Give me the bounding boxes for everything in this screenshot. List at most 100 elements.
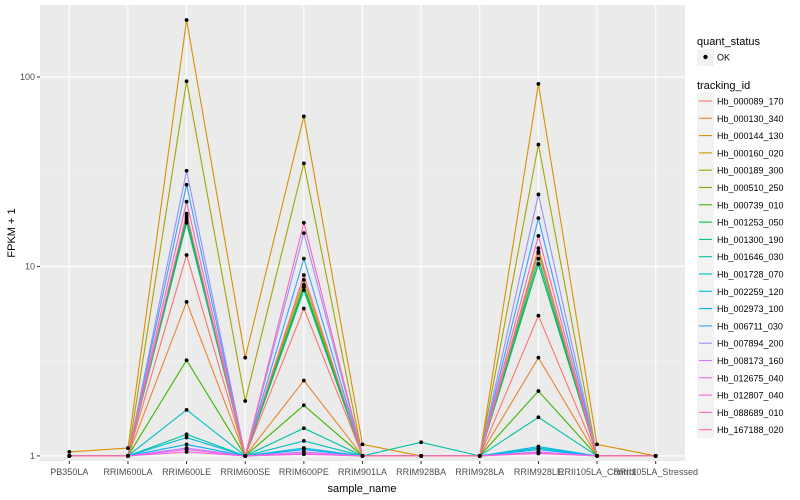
data-point bbox=[184, 216, 189, 221]
data-point bbox=[301, 114, 306, 119]
x-tick-label: RRIM600PE bbox=[279, 467, 329, 477]
color-legend-label: Hb_000739_010 bbox=[717, 200, 784, 210]
data-point bbox=[184, 435, 189, 440]
data-point bbox=[419, 440, 424, 445]
data-point bbox=[536, 313, 541, 318]
shape-legend-dot bbox=[703, 54, 708, 60]
color-legend-label: Hb_167188_020 bbox=[717, 425, 784, 435]
data-point bbox=[184, 211, 189, 216]
axes: 1 10 100 PB350LA RRIM600LA RRIM600LE RRIM600SE… bbox=[20, 72, 698, 477]
y-tick-label: 10 bbox=[25, 261, 35, 271]
color-legend-label: Hb_006711_030 bbox=[717, 321, 783, 331]
x-tick-label: RRIM600SE bbox=[220, 467, 270, 477]
x-tick-label: RRIM928LA bbox=[455, 467, 504, 477]
data-point bbox=[536, 249, 541, 254]
data-point bbox=[184, 199, 189, 204]
data-point bbox=[67, 454, 72, 458]
color-legend-label: Hb_000160_020 bbox=[717, 148, 784, 158]
y-tick-label: 100 bbox=[20, 72, 35, 82]
color-legend-label: Hb_000130_340 bbox=[717, 114, 784, 124]
data-point bbox=[243, 454, 248, 458]
data-point bbox=[536, 262, 541, 266]
color-legend-label: Hb_088689_010 bbox=[717, 408, 784, 418]
x-tick-label: RRIM928LE bbox=[514, 467, 563, 477]
data-point bbox=[301, 231, 306, 236]
data-point bbox=[126, 454, 130, 458]
y-tick-label: 1 bbox=[30, 451, 35, 461]
color-legend-label: Hb_001253_050 bbox=[717, 218, 784, 228]
color-legend-label: Hb_000089_170 bbox=[717, 97, 784, 107]
data-point bbox=[301, 403, 306, 408]
x-tick-label: RRIM928BA bbox=[396, 467, 446, 477]
data-point bbox=[301, 378, 306, 383]
color-legend-label: Hb_002973_100 bbox=[717, 304, 784, 314]
data-point bbox=[536, 246, 541, 251]
data-point bbox=[301, 439, 306, 443]
data-point bbox=[67, 449, 72, 454]
data-point bbox=[301, 220, 306, 225]
color-legend-label: Hb_000144_130 bbox=[717, 131, 784, 141]
data-point bbox=[360, 454, 365, 458]
data-point bbox=[536, 415, 541, 420]
x-tick-label: PB350LA bbox=[50, 467, 88, 477]
data-point bbox=[301, 306, 306, 311]
data-point bbox=[301, 161, 306, 166]
x-axis-label: sample_name bbox=[327, 483, 396, 495]
data-point bbox=[301, 277, 306, 282]
grid bbox=[40, 5, 685, 461]
data-point bbox=[301, 273, 306, 278]
data-point bbox=[184, 220, 189, 225]
color-legend-label: Hb_008173_160 bbox=[717, 356, 784, 366]
data-point bbox=[536, 389, 541, 393]
x-tick-label: RRIM600LE bbox=[162, 467, 211, 477]
x-tick-label: RRIM901LA bbox=[338, 467, 387, 477]
data-point bbox=[419, 454, 424, 458]
data-point bbox=[184, 432, 189, 437]
shape-legend-label: OK bbox=[717, 53, 730, 63]
data-point bbox=[184, 300, 189, 304]
x-tick-label: RRII105LA_Control bbox=[558, 467, 636, 477]
data-point bbox=[595, 454, 599, 458]
color-legend-label: Hb_001300_190 bbox=[717, 235, 784, 245]
color-legend-label: Hb_007894_200 bbox=[717, 339, 784, 349]
color-legend-label: Hb_000189_300 bbox=[717, 166, 784, 176]
data-point bbox=[184, 407, 189, 412]
data-point bbox=[536, 81, 541, 86]
data-point bbox=[184, 442, 189, 447]
data-point bbox=[184, 182, 189, 187]
color-legend-label: Hb_001728_070 bbox=[717, 270, 784, 280]
x-tick-label: RRIM600LA bbox=[103, 467, 152, 477]
color-legend-label: Hb_000510_250 bbox=[717, 183, 784, 193]
data-point bbox=[653, 454, 658, 458]
data-point bbox=[360, 442, 365, 447]
shape-legend-title: quant_status bbox=[697, 36, 760, 48]
data-point bbox=[184, 449, 189, 454]
data-point bbox=[301, 452, 306, 457]
data-point bbox=[536, 192, 541, 197]
data-point bbox=[243, 399, 248, 403]
data-point bbox=[184, 168, 189, 173]
data-point bbox=[184, 358, 189, 363]
x-tick-label: RRII105LA_Stressed bbox=[613, 467, 698, 477]
data-point bbox=[301, 256, 306, 261]
data-point bbox=[301, 288, 306, 293]
shape-legend-entries: OK bbox=[697, 49, 730, 66]
y-axis-label: FPKM + 1 bbox=[6, 208, 18, 257]
data-point bbox=[243, 355, 248, 360]
data-point bbox=[477, 454, 482, 458]
data-point bbox=[184, 79, 189, 84]
color-legend-label: Hb_001646_030 bbox=[717, 252, 784, 262]
data-point bbox=[184, 253, 189, 257]
color-legend-label: Hb_012675_040 bbox=[717, 373, 784, 383]
data-point bbox=[536, 142, 541, 147]
color-legend-label: Hb_012807_040 bbox=[717, 391, 784, 401]
data-point bbox=[536, 444, 541, 449]
data-point bbox=[184, 18, 189, 22]
data-point bbox=[126, 446, 130, 450]
legend: quant_status OK tracking_id Hb_000089_17… bbox=[697, 36, 784, 439]
data-point bbox=[536, 451, 541, 456]
data-point bbox=[301, 426, 306, 431]
data-point bbox=[536, 355, 541, 360]
color-legend-title: tracking_id bbox=[697, 80, 750, 92]
